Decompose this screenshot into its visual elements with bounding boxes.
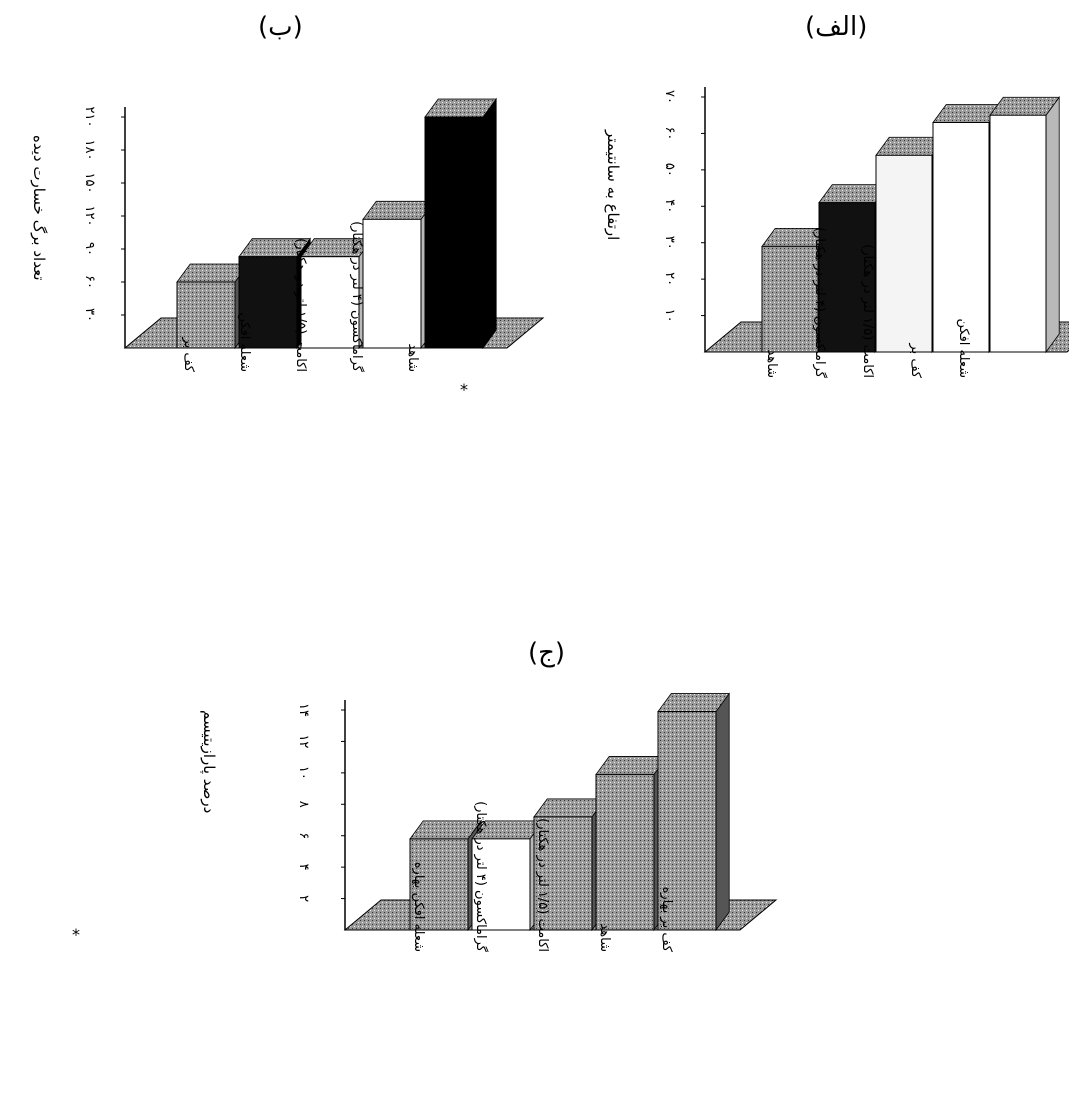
y-tick-label: ۳۰ bbox=[662, 236, 677, 250]
y-tick-label: ۶۰ bbox=[82, 275, 97, 289]
category-label: اکامت (۱/۵ لتر در هکتار) bbox=[860, 244, 875, 378]
panel-title-b: (ب) bbox=[258, 12, 303, 42]
y-tick-label: ۶۰ bbox=[662, 126, 677, 140]
y-tick-label: ۱۸۰ bbox=[82, 140, 97, 161]
chart-panel-c: (ج) درصد پارازیتیسم ۲ ۴ ۶ ۸ ۱۰ ۱۲ ۱۴ شعله افکن … bbox=[0, 600, 1069, 1093]
y-tick-label: ۴ bbox=[296, 864, 311, 871]
bar bbox=[989, 95, 1060, 354]
category-label: کف بر بهاره bbox=[659, 887, 674, 953]
category-label: شعله افکن بهاره bbox=[411, 862, 426, 952]
y-tick-label: ۱۵۰ bbox=[82, 173, 97, 194]
bar bbox=[657, 692, 730, 932]
category-label: گراماکسون (۴ لتر در هکتار) bbox=[812, 227, 828, 379]
category-label: گراماکسون (۴ لتر در هکتار) bbox=[349, 221, 365, 373]
bar bbox=[300, 237, 373, 350]
bar bbox=[595, 755, 668, 932]
category-label: شاهد bbox=[764, 349, 779, 378]
y-tick-label: ۳۰ bbox=[82, 308, 97, 322]
y-tick-label: ۱۲۰ bbox=[82, 206, 97, 227]
bar-chart-c: ۲ ۴ ۶ ۸ ۱۰ ۱۲ ۱۴ شعله افکن بهاره گراماکسون (۴ لت… bbox=[72, 692, 778, 953]
panel-title-c: (ج) bbox=[528, 638, 566, 668]
chart-panel-a: (الف) ارتفاع به سانتیمتر ۱۰ ۲۰ ۳۰ ۴۰ ۵۰ ۶۰ ۷۰ ش… bbox=[600, 0, 1069, 540]
significance-marker: * bbox=[460, 380, 468, 399]
y-tick-label: ۱۰ bbox=[296, 766, 311, 780]
y-tick-label: ۸ bbox=[296, 801, 311, 808]
bar bbox=[362, 200, 435, 350]
category-label: شاهد bbox=[405, 343, 420, 372]
y-tick-label: ۶ bbox=[296, 832, 311, 839]
category-label: گراماکسون (۴ لتر در هکتار) bbox=[473, 801, 489, 953]
category-label: شاهد bbox=[597, 923, 612, 952]
y-tick-label: ۲۰ bbox=[662, 272, 677, 286]
panel-title-a: (الف) bbox=[805, 12, 868, 42]
y-tick-label: ۹۰ bbox=[82, 242, 97, 256]
y-tick-label: ۱۴ bbox=[296, 703, 311, 717]
category-label: شعله افکن bbox=[956, 319, 971, 378]
y-tick-label: ۲۱۰ bbox=[82, 107, 97, 128]
bar bbox=[424, 97, 497, 350]
chart-panel-b: (ب) تعداد برگ خسارت دیده ۳۰ ۶۰ ۹۰ ۱۲۰ ۱۵۰ ۱۸۰… bbox=[0, 0, 560, 540]
y-tick-label: ۵۰ bbox=[662, 163, 677, 177]
category-label: شعله افکن bbox=[237, 313, 252, 372]
bar-chart-a: ۱۰ ۲۰ ۳۰ ۴۰ ۵۰ ۶۰ ۷۰ شاهد گراماکسون (۴ لتر در هک… bbox=[662, 87, 1069, 379]
y-tick-label: ۱۲ bbox=[296, 734, 311, 748]
category-label: کف بر bbox=[181, 336, 196, 372]
y-tick-label: ۲ bbox=[296, 895, 311, 902]
y-tick-label: ۷۰ bbox=[662, 90, 677, 104]
category-label: اکامت (۱/۵ لتر در هکتار) bbox=[535, 818, 550, 952]
category-label: اکامت (۱/۵ لتر در هکتار) bbox=[293, 238, 308, 372]
y-tick-label: ۴۰ bbox=[662, 199, 677, 213]
significance-marker: * bbox=[72, 925, 80, 944]
y-tick-label: ۱۰ bbox=[662, 309, 677, 323]
category-label: کف بر bbox=[908, 342, 923, 378]
bar-chart-b: ۳۰ ۶۰ ۹۰ ۱۲۰ ۱۵۰ ۱۸۰ ۲۱۰ کف بر شعله افکن اکامت (۱… bbox=[82, 97, 545, 399]
